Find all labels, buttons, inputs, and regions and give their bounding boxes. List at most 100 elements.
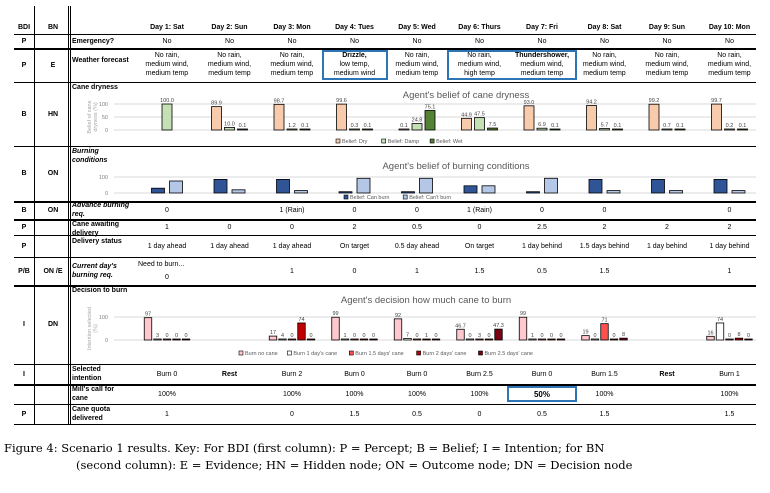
bar-burn-1-day-s-cane: [715, 322, 725, 341]
data-label: 0: [612, 333, 615, 339]
bar-belief-can-burn: [151, 187, 165, 194]
forecast-line: medium temp: [520, 70, 564, 77]
bar-burn-2-5-days-cane: [494, 328, 503, 341]
day-header: Day 7: Fri: [526, 23, 558, 31]
data-label: 47.3: [493, 323, 504, 329]
data-label: 100.0: [160, 98, 174, 104]
value-cell: 2: [602, 223, 607, 231]
forecast-line: medium wind,: [145, 61, 189, 68]
legend-entry: Burn 2.5 days' cane: [485, 351, 533, 357]
bn-cell: [38, 235, 68, 257]
data-label: 7: [406, 332, 409, 338]
bar-belief-damp: [724, 128, 735, 131]
data-label: 99.2: [649, 98, 660, 104]
bdi-cell: P: [21, 410, 27, 418]
value-cell: 100%: [158, 390, 176, 398]
row-label-cane-quota: Cane quota delivered: [72, 406, 111, 422]
bdi-cell: I: [23, 321, 25, 328]
bar-burn-1-day-s-cane: [340, 338, 350, 341]
bar-burn-2-5-days-cane: [744, 338, 753, 341]
value-cell: 0: [602, 206, 607, 214]
weather-forecast-cell: No rain, medium wind, medium temp: [386, 51, 448, 78]
bn-cell: [38, 404, 68, 424]
data-label: 24.8: [412, 118, 423, 124]
bar-belief-wet: [237, 128, 248, 131]
row-divider: [14, 364, 756, 365]
value-cell: No: [350, 37, 359, 45]
bar-belief-can-burn: [401, 191, 415, 194]
value-cell: 0: [540, 206, 544, 214]
bar-burn-no-cane: [518, 316, 528, 341]
forecast-line: medium wind,: [707, 61, 752, 68]
value-cell: 0.5: [412, 223, 422, 231]
value-cell: 1 day ahead: [272, 242, 312, 250]
data-label: 92: [395, 313, 401, 319]
row-divider: [14, 201, 756, 203]
data-label: 0: [372, 333, 375, 339]
bar-burn-2-5-days-cane: [181, 338, 191, 341]
row-label-cane-dryness: Cane dryness: [72, 84, 118, 91]
value-cell: 1 (Rain): [279, 206, 305, 214]
data-label: 0: [353, 333, 356, 339]
data-label: 99.7: [711, 98, 722, 104]
weather-forecast-cell: No rain, medium wind, medium temp: [574, 51, 636, 78]
legend-swatch: [335, 138, 341, 144]
bar-belief-dry: [336, 103, 347, 131]
forecast-line: medium wind,: [645, 61, 689, 68]
bar-burn-1-5-days-cane: [162, 338, 172, 341]
forecast-line: No rain,: [654, 52, 680, 59]
value-cell: [199, 201, 261, 219]
bar-burn-2-days-cane: [422, 338, 431, 341]
bar-belief-can-t-burn: [731, 190, 746, 194]
data-label: 0: [593, 333, 596, 339]
data-label: 0.3: [351, 123, 359, 129]
value-cell: 0: [727, 206, 732, 214]
row-divider: [14, 384, 756, 386]
data-label: 44.9: [461, 112, 472, 118]
value-cell: 1: [165, 223, 169, 231]
value-cell: 2: [352, 223, 357, 231]
bar-burn-2-5-days-cane: [556, 338, 566, 341]
bn-cell: [38, 219, 68, 235]
legend-entry: Belief: Dry: [342, 139, 368, 145]
value-cell: [199, 384, 261, 404]
data-label: 0: [362, 333, 365, 339]
value-cell: [636, 257, 698, 285]
data-label: 0: [559, 333, 562, 339]
forecast-line: medium wind,: [582, 61, 627, 68]
forecast-line: No rain,: [154, 52, 180, 59]
value-cell: 1 (Rain): [467, 206, 492, 214]
value-cell: 0: [352, 267, 357, 275]
day-header: Day 10: Mon: [708, 23, 751, 31]
data-label: 98.7: [274, 98, 285, 104]
bar-burn-1-day-s-cane: [153, 338, 162, 341]
value-cell: Burn 0: [406, 370, 428, 378]
weather-forecast-cell: Drizzle, low temp, medium wind: [324, 51, 386, 78]
value-cell: 100%: [408, 390, 426, 398]
bar-belief-dry: [273, 103, 285, 131]
bar-burn-1-day-s-cane: [278, 338, 287, 341]
weather-forecast-cell: No rain, medium wind, medium temp: [699, 51, 761, 78]
day1-burn-note: Need to burn...: [138, 261, 185, 268]
bar-belief-dry: [586, 105, 597, 131]
data-label: 0: [290, 333, 293, 339]
legend-entry: Belief: Damp: [388, 139, 420, 145]
data-label: 0: [468, 333, 471, 339]
bdi-cell: I: [23, 370, 25, 378]
bn-cell: HN: [47, 110, 59, 118]
value-cell: On target: [339, 242, 370, 250]
value-cell: 2: [665, 223, 669, 231]
y-axis-label: Intention selected(%): [87, 307, 99, 350]
data-label: 10.0: [224, 121, 235, 127]
row-divider: [14, 82, 756, 83]
value-cell: No: [162, 37, 172, 45]
forecast-line: No rain,: [404, 52, 430, 59]
data-label: 99: [520, 311, 526, 317]
value-cell: No: [725, 37, 734, 45]
bar-burn-2-5-days-cane: [306, 338, 316, 341]
value-cell: 0: [415, 206, 419, 214]
y-axis-label: Belief of canedryness (%): [87, 100, 99, 133]
row-label-delivery-status: Delivery status: [72, 238, 122, 245]
forecast-line: medium temp: [145, 70, 189, 77]
value-cell: No: [475, 37, 484, 45]
